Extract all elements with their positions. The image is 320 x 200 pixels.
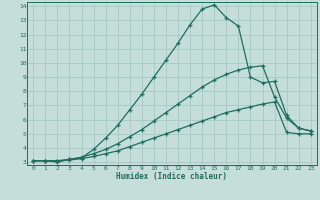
X-axis label: Humidex (Indice chaleur): Humidex (Indice chaleur) xyxy=(116,172,228,181)
